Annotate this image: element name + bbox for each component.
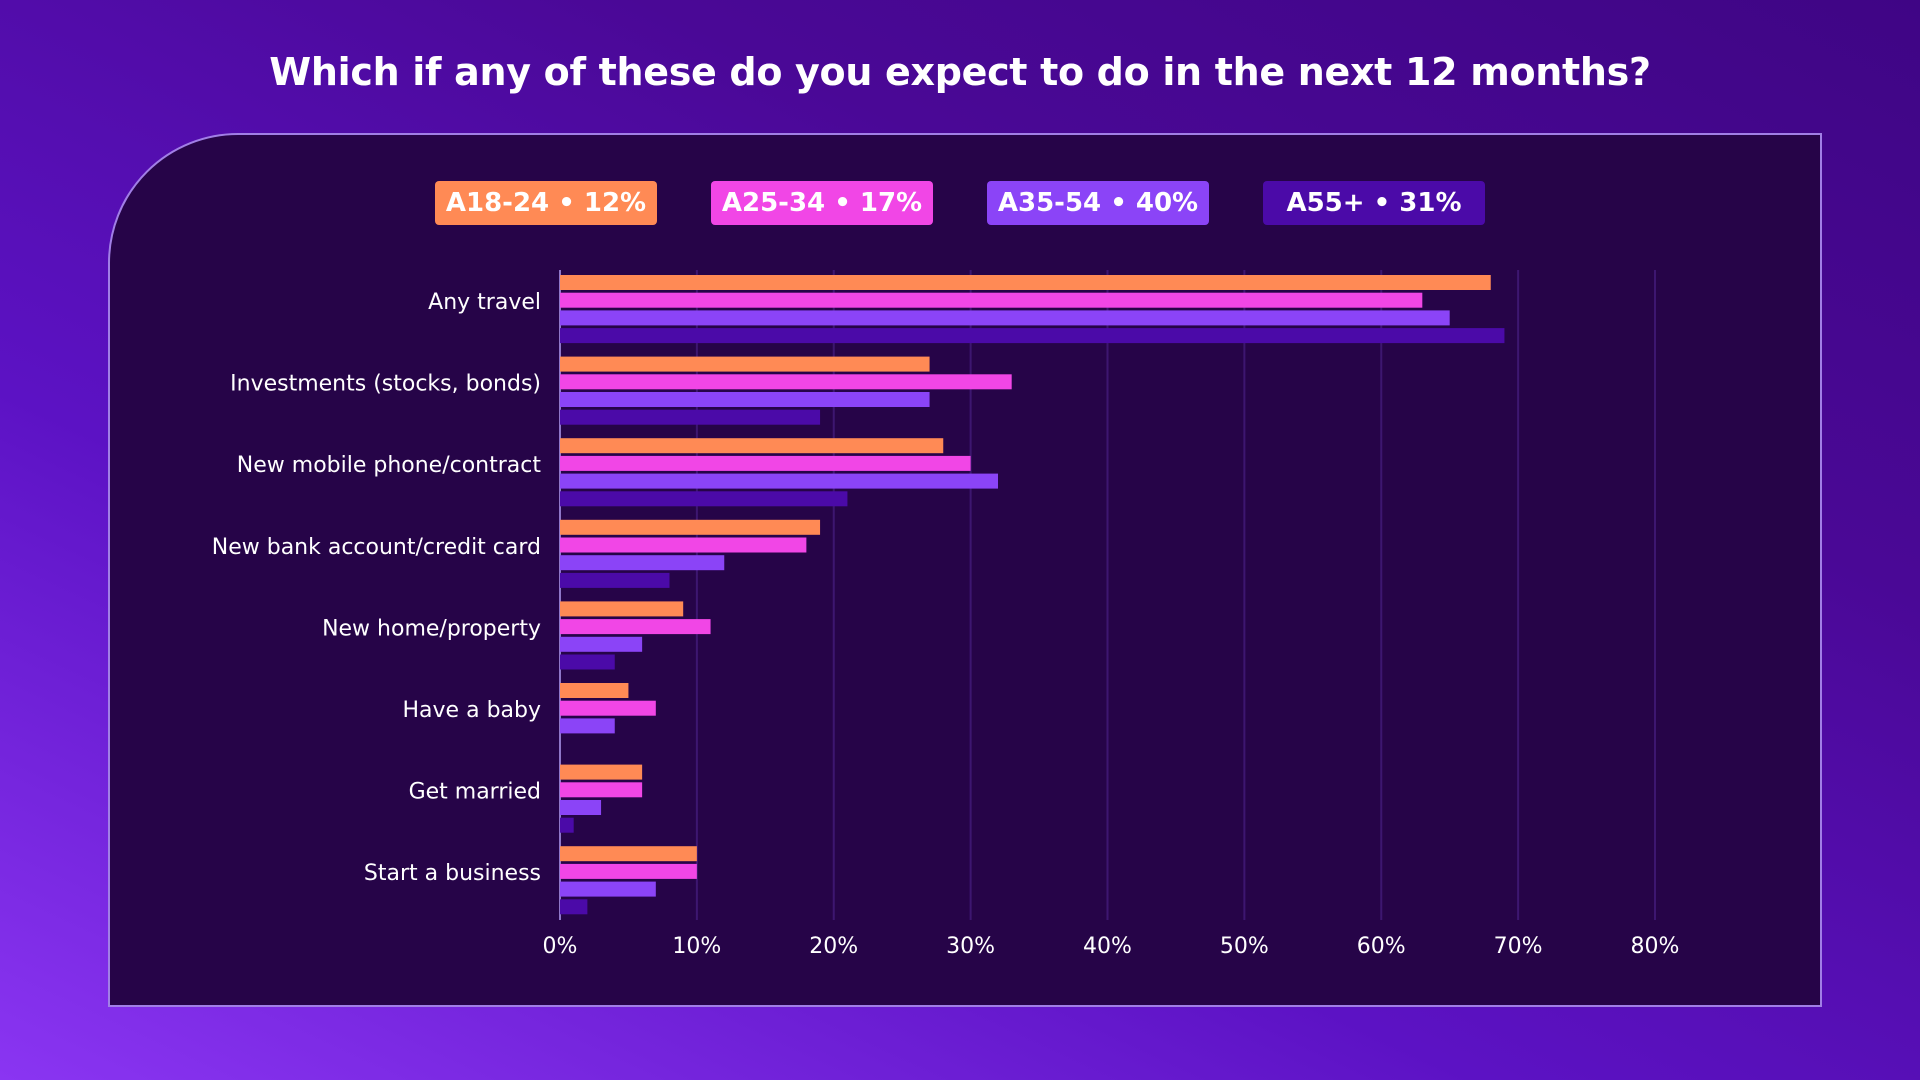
category-label: Any travel xyxy=(428,290,541,315)
category-label: New mobile phone/contract xyxy=(237,453,542,478)
bar xyxy=(560,899,588,915)
bar xyxy=(560,438,944,454)
category-label: Have a baby xyxy=(403,698,541,723)
category-label: Start a business xyxy=(364,861,541,886)
bar xyxy=(560,764,643,780)
bars xyxy=(560,275,1505,915)
x-tick-label: 10% xyxy=(672,934,721,959)
bar xyxy=(560,392,930,407)
x-tick-label: 60% xyxy=(1357,934,1406,959)
bar xyxy=(560,473,998,489)
bar xyxy=(560,292,1423,308)
legend-item-a25-34: A25-34 • 17% xyxy=(711,181,933,225)
bar xyxy=(560,846,697,862)
bar xyxy=(560,881,656,897)
bar xyxy=(560,356,930,372)
bar xyxy=(560,374,1012,390)
category-label: Get married xyxy=(409,780,541,805)
bar xyxy=(560,619,711,635)
x-tick-label: 20% xyxy=(809,934,858,959)
bar xyxy=(560,782,643,798)
bar xyxy=(560,537,807,553)
x-tick-label: 50% xyxy=(1220,934,1269,959)
x-tick-label: 40% xyxy=(1083,934,1132,959)
category-label: New home/property xyxy=(322,616,541,641)
bar xyxy=(560,718,615,734)
bar xyxy=(560,800,602,815)
bar xyxy=(560,275,1491,290)
bar xyxy=(560,601,684,617)
x-axis-ticks: 0% 10% 20% 30% 40% 50% 60% 70% 80% xyxy=(543,934,1680,959)
category-labels: Any travel Investments (stocks, bonds) New… xyxy=(212,290,542,886)
x-tick-label: 30% xyxy=(946,934,995,959)
bar xyxy=(560,572,670,588)
category-label: New bank account/credit card xyxy=(212,535,541,560)
legend-item-a18-24: A18-24 • 12% xyxy=(435,181,657,225)
bar xyxy=(560,683,629,698)
legend-item-a35-54: A35-54 • 40% xyxy=(987,181,1209,225)
bar xyxy=(560,491,848,507)
bar xyxy=(560,636,643,652)
bar xyxy=(560,519,821,535)
category-label: Investments (stocks, bonds) xyxy=(230,372,541,397)
bar xyxy=(560,555,725,571)
x-tick-label: 80% xyxy=(1631,934,1680,959)
bar xyxy=(560,409,821,425)
bar xyxy=(560,817,574,833)
bar xyxy=(560,310,1450,326)
bar xyxy=(560,700,656,716)
x-tick-label: 70% xyxy=(1494,934,1543,959)
legend-item-a55-plus: A55+ • 31% xyxy=(1263,181,1485,225)
x-tick-label: 0% xyxy=(543,934,578,959)
bar xyxy=(560,654,615,670)
bar xyxy=(560,328,1505,344)
chart-title: Which if any of these do you expect to d… xyxy=(269,50,1651,94)
bar xyxy=(560,863,697,879)
bar xyxy=(560,455,971,471)
